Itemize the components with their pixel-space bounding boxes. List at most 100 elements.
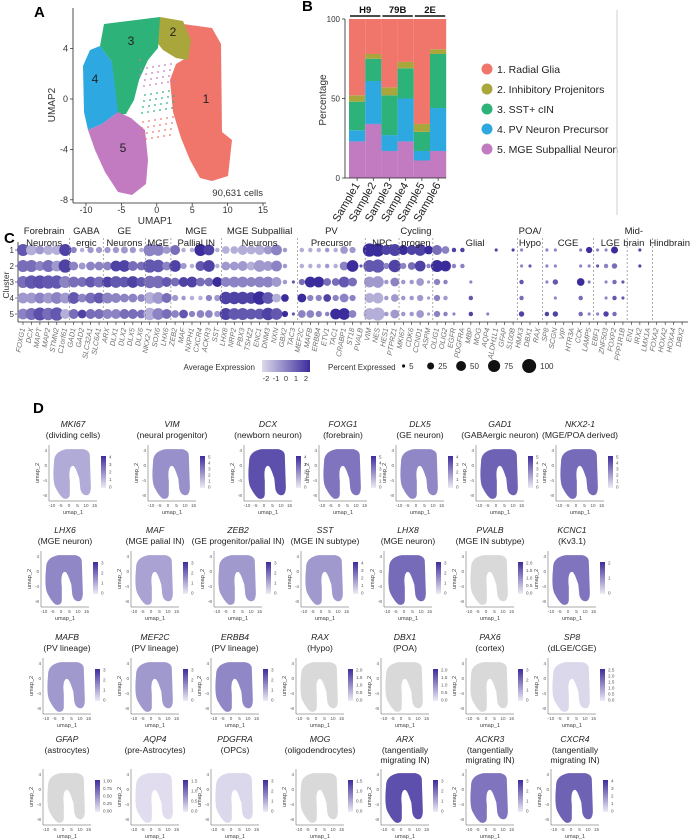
umap-cell	[161, 82, 163, 84]
feature-plot-annotation: (OPCs)	[221, 745, 250, 755]
fp-x-label: umap_1	[480, 834, 500, 839]
fp-x-tick: 15	[424, 716, 430, 721]
umap-cell	[173, 95, 175, 97]
dot-maf-cluster-1	[181, 247, 186, 253]
fp-y-tick: 0	[314, 463, 317, 468]
dot-mki67-cluster-3	[401, 279, 406, 285]
fp-cells	[552, 662, 590, 712]
fp-y-label: umap_2	[35, 463, 41, 483]
fp-x-tick: -5	[557, 609, 562, 614]
gene-group-label: MGE	[147, 238, 169, 249]
dot-erbb4-cluster-1	[316, 247, 321, 253]
fp-y-label: umap_2	[367, 676, 373, 696]
dot-nes-cluster-4	[372, 292, 384, 304]
dot-c1orf61-cluster-4	[59, 292, 71, 304]
dot-ptprz1-cluster-2	[388, 259, 402, 273]
fp-cells-sparse	[234, 571, 241, 600]
dot-gad1-cluster-2	[69, 261, 79, 271]
fp-colorbar	[183, 780, 188, 812]
umap-cell	[152, 131, 154, 133]
fp-y-tick: -4	[142, 478, 147, 483]
fp-x-tick: -5	[305, 827, 310, 832]
fp-x-tick: -5	[393, 609, 398, 614]
fp-cells-sparse	[401, 789, 408, 818]
fp-x-tick: -10	[548, 609, 555, 614]
fp-x-tick: 15	[254, 716, 260, 721]
feature-plot-annotation: (MGE IN subtype)	[291, 536, 360, 546]
gene-label: C1orf61	[56, 327, 69, 354]
fp-y-label: umap_2	[382, 463, 388, 483]
dot-slc6a1-cluster-4	[93, 292, 105, 304]
dot-st18-cluster-4	[349, 294, 356, 302]
fp-colorbar-tick: 1	[616, 479, 619, 484]
dot-c1orf61-cluster-1	[59, 243, 72, 257]
fp-colorbar-tick: 0	[208, 485, 211, 490]
dot-gad2-cluster-1	[79, 247, 85, 253]
fp-cells	[470, 773, 508, 823]
dot-ccnd1-cluster-2	[414, 260, 426, 272]
feature-plot-annotation: (MGE neuron)	[38, 536, 93, 546]
fp-y-tick: -4	[290, 802, 295, 807]
fp-x-label: umap_1	[480, 616, 500, 622]
dot-tshz2-cluster-1	[246, 245, 256, 255]
dot-zeb2-cluster-4	[171, 294, 179, 302]
fp-y-tick: -8	[313, 493, 318, 498]
fp-y-tick: -8	[460, 817, 465, 822]
dot-dnm3-cluster-2	[263, 261, 273, 271]
gene-label: ARX	[100, 326, 112, 344]
fp-x-tick: 10	[500, 716, 506, 721]
dot-mapt-cluster-2	[34, 261, 45, 271]
color-legend-title: Average Expression	[184, 363, 255, 372]
fp-x-tick: 15	[92, 503, 98, 508]
dot-foxp2-cluster-1	[611, 246, 618, 254]
dot-sst-cluster-5	[214, 310, 221, 318]
fp-y-tick: 0	[471, 463, 474, 468]
umap-cell	[144, 94, 146, 96]
bar-segment-sample4-series-1	[397, 98, 414, 142]
dot-nrp2-cluster-2	[229, 261, 239, 271]
dot-znf503-cluster-4	[604, 296, 608, 300]
fp-x-label: umap_1	[145, 723, 165, 729]
dot-lhx8-cluster-5	[219, 307, 232, 321]
dot-crabp1-cluster-2	[339, 261, 349, 271]
umap-clusters: 1 2 3 4 5	[83, 17, 232, 195]
dot-slc6a1-cluster-3	[93, 276, 105, 288]
fp-y-tick: -8	[208, 599, 213, 604]
fp-y-tick: -4	[550, 478, 555, 483]
fp-colorbar-tick: 2.0	[356, 668, 363, 673]
fp-y-tick: 4	[206, 772, 209, 777]
fp-cells	[248, 449, 286, 499]
label-line: Hypo	[519, 238, 541, 249]
umap-cell	[145, 138, 147, 140]
fp-x-tick: 0	[320, 609, 323, 614]
bar-segment-sample4-series-3	[397, 61, 414, 69]
fp-y-tick: 4	[291, 772, 294, 777]
feature-plot-gene: MKI67	[61, 419, 87, 429]
gene-label: TSHZ2	[242, 327, 255, 351]
fp-x-label: umap_1	[310, 834, 330, 839]
dot-lhx6-cluster-4	[161, 293, 172, 303]
fp-x-label: umap_1	[565, 834, 585, 839]
gene-label: S100B	[504, 327, 517, 350]
dot-slc6a1-cluster-5	[94, 309, 104, 319]
dot-crabp1-cluster-3	[338, 276, 350, 288]
feature-plot-annotation: (forebrain)	[323, 430, 363, 440]
feature-plot-annotation: (GE neuron)	[396, 430, 443, 440]
fp-y-tick: 4	[143, 448, 146, 453]
fp-y-tick: 4	[471, 448, 474, 453]
gene-label: MEF2C	[293, 326, 306, 353]
dot-lamp5-cluster-5	[587, 312, 591, 316]
fp-colorbar-tick: 3	[526, 779, 529, 784]
fp-x-tick: -5	[52, 716, 57, 721]
fp-y-tick: 0	[126, 787, 129, 792]
dot-enc1-cluster-1	[254, 245, 265, 255]
dot-ackr3-cluster-5	[205, 310, 213, 318]
fp-x-tick: 0	[338, 503, 341, 508]
umap-cell	[152, 66, 154, 68]
fp-x-tick: 15	[362, 503, 368, 508]
gene-label: CCK	[573, 326, 585, 344]
dot-gbx2-cluster-2	[282, 263, 288, 269]
fp-colorbar-tick: 0	[441, 809, 444, 814]
fp-colorbar-tick: 1	[441, 799, 444, 804]
